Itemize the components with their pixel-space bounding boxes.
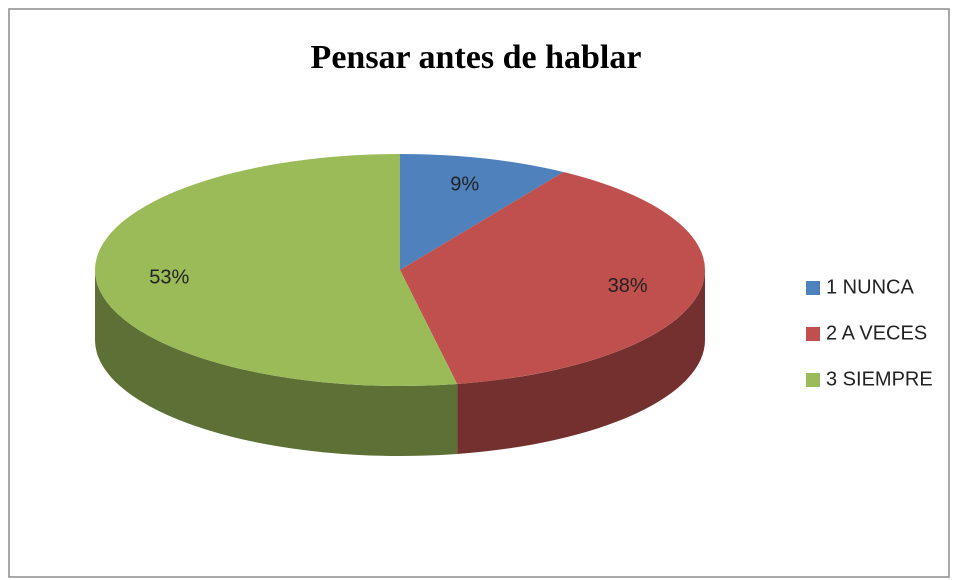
legend-swatch (806, 281, 820, 295)
slice (94, 154, 458, 387)
legend-label: 1 NUNCA (826, 276, 914, 298)
slice (400, 172, 705, 384)
legend-label: 2 A VECES (826, 322, 927, 344)
slice-side (457, 270, 705, 454)
legend-swatch (806, 373, 820, 387)
chart-title: Pensar antes de hablar (311, 39, 642, 76)
data-label: 38% (608, 275, 648, 297)
data-label: 9% (450, 174, 479, 196)
legend-swatch (806, 327, 820, 341)
slice-side (95, 270, 458, 457)
data-label: 53% (149, 267, 189, 289)
legend-label: 3 SIEMPRE (826, 368, 933, 390)
slice (400, 154, 564, 270)
